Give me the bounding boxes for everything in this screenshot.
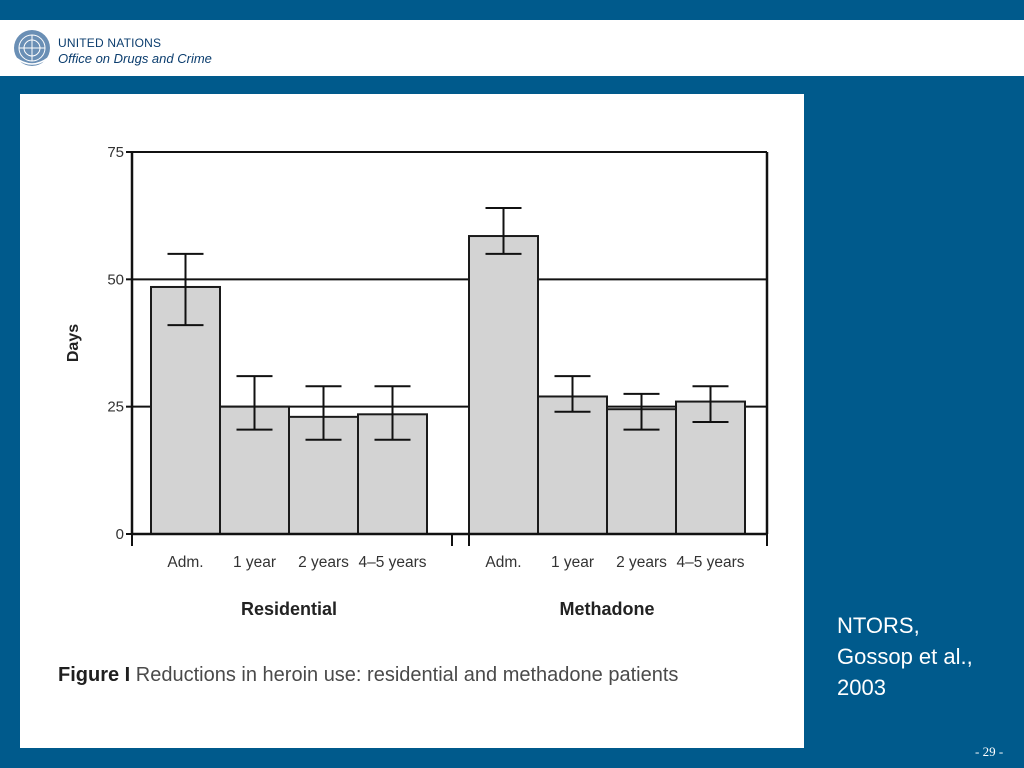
x-category-label: Adm. — [167, 554, 203, 571]
y-axis-label: Days — [65, 324, 82, 362]
figure-panel: 0 25 50 75 Days Adm. 1 year 2 years 4–5 years Res… — [20, 94, 804, 748]
x-category-label: 2 years — [616, 554, 667, 571]
y-tick-label: 25 — [107, 399, 124, 416]
figure-caption: Figure I Reductions in heroin use: resid… — [58, 656, 772, 694]
y-tick-label: 75 — [107, 144, 124, 161]
x-category-label: 2 years — [298, 554, 349, 571]
header-bar — [0, 20, 1024, 76]
source-line-1: NTORS, — [837, 613, 920, 638]
un-emblem-icon — [14, 30, 50, 66]
group-label-residential: Residential — [241, 599, 337, 619]
bar-chart: 0 25 50 75 Days Adm. 1 year 2 years 4–5 years Res… — [65, 144, 769, 619]
bar-methadone-1 — [537, 395, 608, 536]
caption-label: Figure I — [58, 664, 131, 686]
page-number: - 29 - — [975, 744, 1004, 759]
source-citation: NTORS, Gossop et al., 2003 — [837, 610, 1017, 703]
group-label-methadone: Methadone — [559, 599, 654, 619]
y-tick-label: 50 — [107, 271, 124, 288]
x-category-label: Adm. — [485, 554, 521, 571]
bar-methadone-3 — [675, 400, 746, 535]
top-band — [0, 0, 1024, 20]
bar-methadone-0 — [468, 235, 539, 535]
org-name-line2: Office on Drugs and Crime — [58, 51, 212, 66]
org-name-line1: UNITED NATIONS — [58, 36, 162, 50]
y-tick-label: 0 — [116, 526, 124, 543]
x-category-label: 1 year — [233, 554, 276, 571]
x-category-label: 4–5 years — [676, 554, 744, 571]
caption-text: Reductions in heroin use: residential an… — [135, 664, 679, 686]
x-category-label: 1 year — [551, 554, 594, 571]
source-line-3: 2003 — [837, 675, 886, 700]
source-line-2: Gossop et al., — [837, 644, 973, 669]
x-category-label: 4–5 years — [358, 554, 426, 571]
